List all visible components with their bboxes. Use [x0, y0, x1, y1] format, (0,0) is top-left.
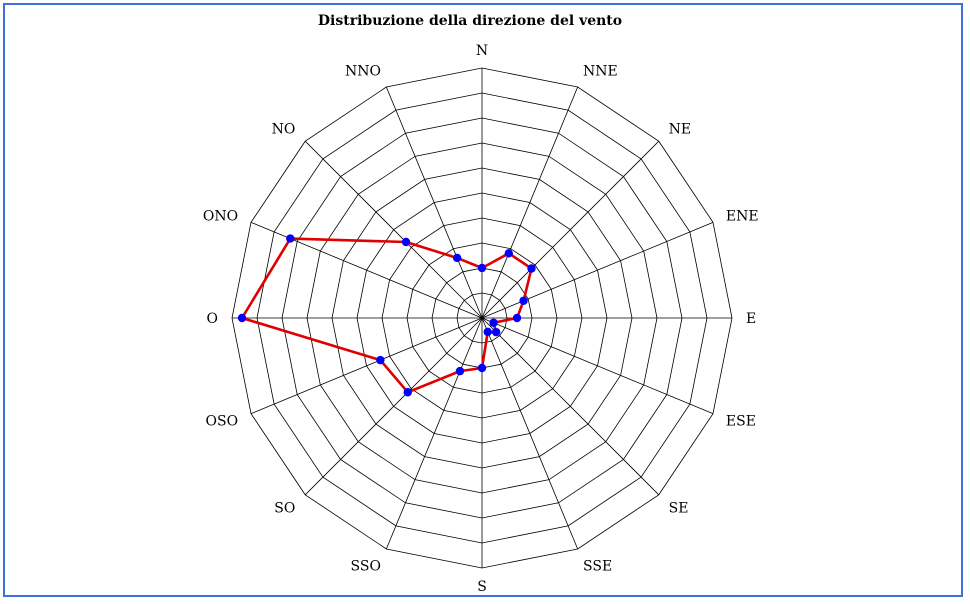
- data-point-ese: [489, 318, 498, 327]
- data-point-ono: [286, 234, 295, 243]
- data-point-ene: [519, 296, 528, 305]
- spoke-ese: [481, 317, 714, 415]
- spoke-nne: [481, 86, 579, 319]
- spoke-ene: [481, 221, 714, 319]
- spoke-sse: [481, 317, 579, 550]
- data-point-s: [477, 363, 487, 373]
- data-point-nne: [504, 249, 513, 258]
- label-nno: NNO: [345, 63, 381, 79]
- label-sso: SSO: [351, 559, 381, 575]
- data-point-sse: [483, 327, 492, 337]
- spoke-se: [481, 317, 660, 496]
- data-point-nno: [452, 253, 462, 263]
- spoke-oso: [250, 317, 483, 415]
- data-point-oso: [376, 355, 385, 365]
- direction-labels: N NNE NE ENE E ESE SE SSE S SSO SO OSO O ONO NO NNO: [203, 43, 759, 595]
- label-n: N: [476, 43, 488, 59]
- label-o: O: [207, 311, 218, 327]
- label-nne: NNE: [583, 63, 618, 79]
- spoke-no: [304, 140, 483, 319]
- spoke-so: [304, 317, 483, 496]
- label-ne: NE: [669, 122, 691, 138]
- chart-frame: [3, 3, 963, 597]
- label-ene: ENE: [726, 208, 759, 224]
- data-point-se: [491, 327, 501, 337]
- spoke-nno: [385, 86, 483, 319]
- spoke-ne: [481, 140, 660, 319]
- radar-grid: [231, 67, 733, 569]
- spoke-ono: [250, 221, 483, 319]
- data-point-n: [477, 263, 487, 273]
- spoke-sso: [385, 317, 483, 550]
- data-point-e: [512, 313, 522, 323]
- label-s: S: [477, 579, 487, 595]
- label-oso: OSO: [206, 414, 239, 430]
- chart-title: Distribuzione della direzione del vento: [318, 13, 622, 29]
- label-e: E: [746, 311, 756, 327]
- series-layer: [237, 234, 536, 397]
- data-point-so: [403, 388, 412, 397]
- data-point-no: [401, 237, 411, 247]
- label-se: SE: [669, 501, 689, 517]
- label-no: NO: [272, 122, 296, 138]
- data-point-ne: [527, 264, 536, 273]
- label-ese: ESE: [726, 414, 756, 430]
- label-ono: ONO: [203, 208, 238, 224]
- data-point-sso: [455, 366, 465, 376]
- label-so: SO: [274, 501, 295, 517]
- label-sse: SSE: [583, 559, 612, 575]
- data-point-o: [237, 313, 247, 323]
